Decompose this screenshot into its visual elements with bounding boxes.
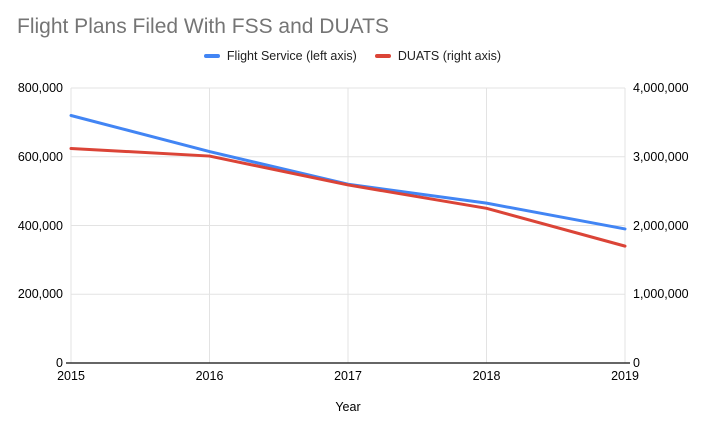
legend-label-duats: DUATS (right axis) <box>397 49 502 63</box>
x-axis-tick: 2017 <box>334 369 362 383</box>
legend: Flight Service (left axis) DUATS (right … <box>0 49 705 63</box>
y-axis-tick-right: 4,000,000 <box>633 81 689 95</box>
legend-swatch-flight-service-icon <box>203 54 220 58</box>
y-axis-tick-left: 400,000 <box>17 218 63 233</box>
y-axis-tick-left: 0 <box>56 356 63 370</box>
y-axis-tick-left: 600,000 <box>17 149 63 164</box>
y-axis-tick-left: 200,000 <box>17 287 63 302</box>
legend-item-duats: DUATS (right axis) <box>374 49 502 63</box>
y-axis-tick-right: 1,000,000 <box>633 287 689 302</box>
x-axis-tick: 2015 <box>57 369 85 383</box>
x-axis-tick: 2018 <box>472 369 501 383</box>
y-axis-tick-right: 3,000,000 <box>633 149 689 164</box>
x-axis-tick: 2016 <box>195 369 224 383</box>
chart-title: Flight Plans Filed With FSS and DUATS <box>17 15 389 38</box>
legend-label-flight-service: Flight Service (left axis) <box>226 49 357 63</box>
x-axis-title: Year <box>335 400 361 414</box>
legend-item-flight-service: Flight Service (left axis) <box>203 49 357 63</box>
legend-swatch-duats-icon <box>374 54 391 58</box>
x-axis-tick: 2019 <box>611 369 639 383</box>
y-axis-tick-right: 2,000,000 <box>633 218 689 233</box>
y-axis-tick-left: 800,000 <box>17 81 63 95</box>
y-axis-tick-right: 0 <box>633 356 640 370</box>
series-line-duats-right-axis <box>69 147 627 248</box>
